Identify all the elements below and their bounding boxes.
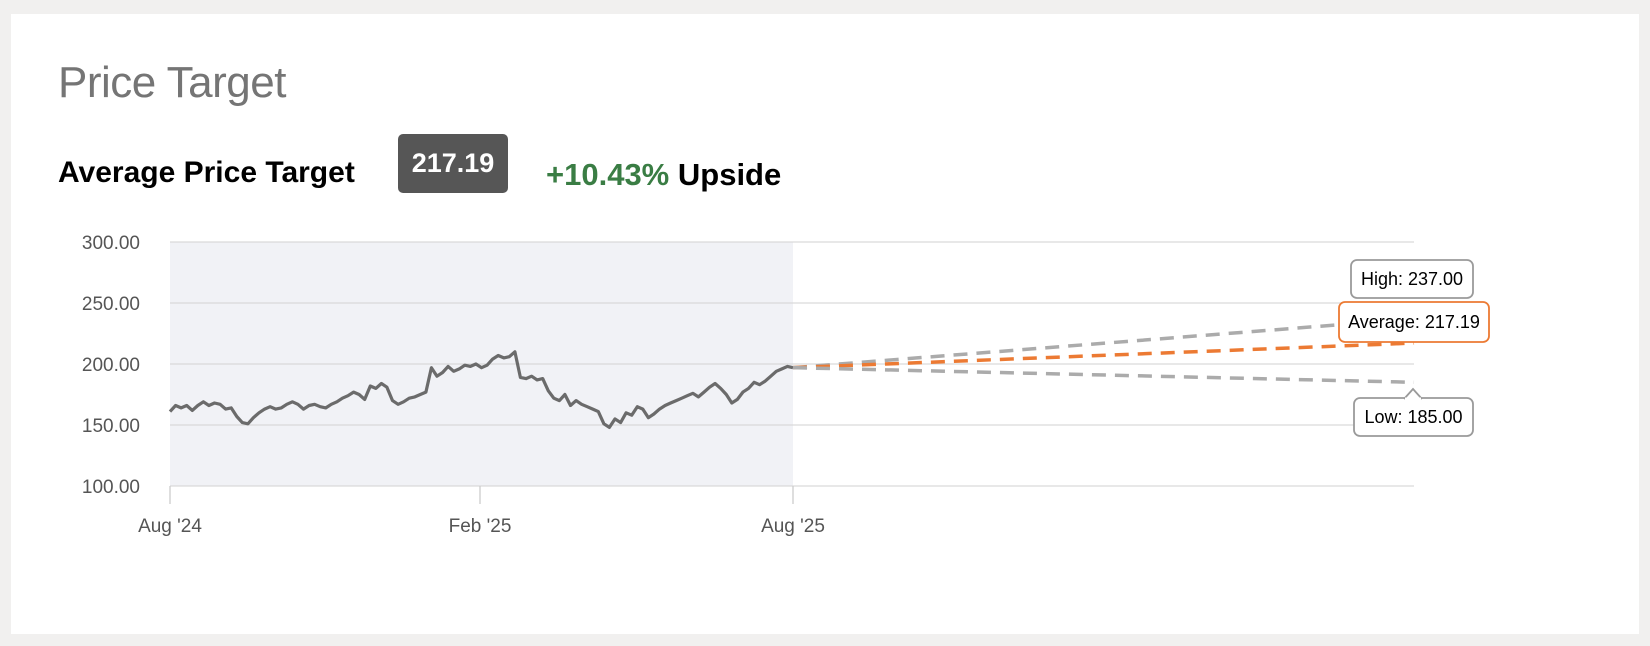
high-target-label: High: 237.00 [1350,259,1474,299]
x-tick-label: Feb '25 [449,516,512,537]
price-history-line [168,350,794,429]
upside-text: +10.43% Upside [546,157,781,193]
average-price-target-badge: 217.19 [398,134,508,193]
x-tick-label: Aug '24 [138,516,202,537]
price-target-card: Price Target Average Price Target 217.19… [11,14,1639,634]
x-tick-label: Aug '25 [761,516,825,537]
y-tick-label: 250.00 [82,294,140,315]
low-target-label: Low: 185.00 [1353,387,1474,437]
average-target-line [792,341,1415,370]
y-tick-label: 100.00 [82,477,140,498]
low-target-text: Low: 185.00 [1364,407,1462,427]
high-target-text: High: 237.00 [1361,269,1463,289]
y-tick-label: 300.00 [82,233,140,254]
high-target-line [792,317,1415,370]
price-target-chart: 300.00 250.00 200.00 150.00 100.00 Aug '24 Feb… [82,233,1490,537]
average-target-text: Average: 217.19 [1348,312,1480,332]
y-tick-label: 200.00 [82,355,140,376]
upside-percent: +10.43% [546,157,670,192]
page-title: Price Target [58,58,286,107]
low-target-line [792,365,1415,385]
average-target-label: Average: 217.19 [1338,301,1490,343]
average-price-target-label: Average Price Target [58,156,355,189]
upside-word: Upside [677,157,782,192]
y-tick-label: 150.00 [82,416,140,437]
